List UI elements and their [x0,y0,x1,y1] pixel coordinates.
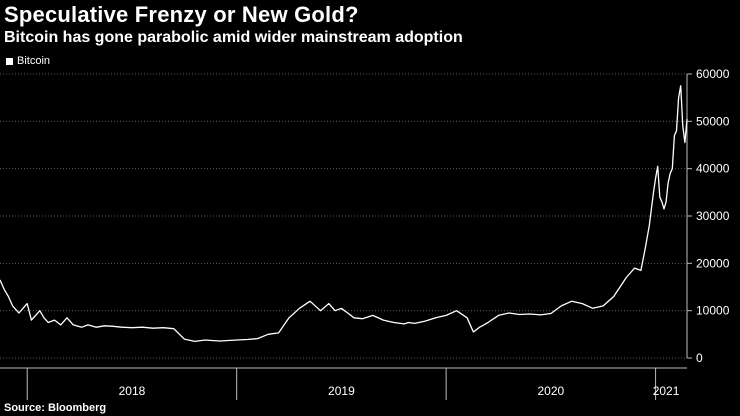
y-tick-label: 30000 [696,209,730,223]
y-tick-label: 10000 [696,304,730,318]
x-tick-label: 2020 [538,384,565,398]
chart-subtitle: Bitcoin has gone parabolic amid wider ma… [4,29,463,46]
series-group [0,85,688,343]
legend: Bitcoin [6,55,50,67]
series-line-bitcoin [0,85,688,343]
y-tick-label: 0 [696,351,703,365]
legend-swatch [6,57,13,65]
y-tick-label: 50000 [696,114,730,128]
y-tick-label: 20000 [696,256,730,270]
chart-title: Speculative Frenzy or New Gold? [4,2,359,27]
gridlines [0,73,687,359]
source-note: Source: Bloomberg [4,402,107,414]
axes [0,74,688,369]
x-tick-label: 2021 [653,384,680,398]
y-axis: 0 10000 20000 30000 40000 50000 60000 [687,67,730,365]
legend-label: Bitcoin [17,55,51,67]
y-tick-label: 60000 [696,67,730,81]
x-axis: 2018 2019 2020 2021 [26,368,680,400]
y-tick-label: 40000 [696,162,730,176]
x-tick-label: 2018 [119,384,146,398]
x-tick-label: 2019 [328,384,355,398]
